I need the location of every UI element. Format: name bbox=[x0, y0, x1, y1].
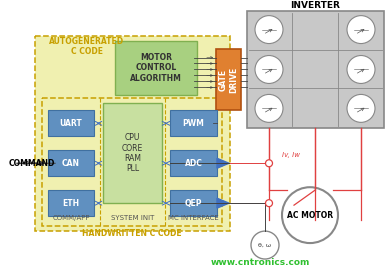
Text: MC INTERFACE: MC INTERFACE bbox=[168, 215, 219, 221]
Text: CPU
CORE
RAM
PLL: CPU CORE RAM PLL bbox=[122, 133, 143, 173]
Text: AUTOGENERATED
C CODE: AUTOGENERATED C CODE bbox=[49, 37, 125, 56]
Text: ADC: ADC bbox=[185, 159, 202, 168]
Bar bbox=[103, 103, 162, 203]
Text: ETH: ETH bbox=[62, 199, 80, 208]
Bar bbox=[42, 98, 222, 226]
Circle shape bbox=[255, 56, 283, 83]
Bar bbox=[48, 110, 94, 136]
Text: SYSTEM INIT: SYSTEM INIT bbox=[111, 215, 154, 221]
Bar bbox=[48, 190, 94, 216]
Text: CAN: CAN bbox=[62, 159, 80, 168]
Bar bbox=[170, 110, 217, 136]
Bar bbox=[170, 150, 217, 176]
Bar bbox=[170, 190, 217, 216]
Text: AC MOTOR: AC MOTOR bbox=[287, 211, 333, 220]
Text: COMMAND: COMMAND bbox=[9, 159, 55, 168]
Circle shape bbox=[347, 56, 375, 83]
Text: QEP: QEP bbox=[185, 199, 202, 208]
Text: PWM: PWM bbox=[183, 119, 205, 128]
Bar bbox=[247, 11, 384, 128]
Bar bbox=[115, 40, 197, 95]
Bar bbox=[35, 36, 230, 231]
Circle shape bbox=[347, 16, 375, 43]
Circle shape bbox=[255, 16, 283, 43]
Circle shape bbox=[255, 94, 283, 122]
Text: θ, ω: θ, ω bbox=[258, 242, 272, 248]
Bar bbox=[216, 49, 241, 110]
Text: www.cntronics.com: www.cntronics.com bbox=[211, 258, 310, 266]
Polygon shape bbox=[217, 158, 229, 168]
Text: COMM/APP: COMM/APP bbox=[52, 215, 90, 221]
Circle shape bbox=[265, 200, 272, 207]
Circle shape bbox=[347, 94, 375, 122]
Text: INVERTER: INVERTER bbox=[290, 1, 340, 10]
Circle shape bbox=[265, 160, 272, 167]
Text: Iv, Iw: Iv, Iw bbox=[282, 152, 300, 158]
Polygon shape bbox=[217, 198, 229, 208]
Text: HANDWRITTEN C CODE: HANDWRITTEN C CODE bbox=[82, 229, 182, 238]
Circle shape bbox=[251, 231, 279, 259]
Text: MOTOR
CONTROL
ALGORITHM: MOTOR CONTROL ALGORITHM bbox=[130, 53, 182, 83]
Circle shape bbox=[282, 187, 338, 243]
Text: UART: UART bbox=[60, 119, 82, 128]
Bar bbox=[48, 150, 94, 176]
Text: GATE
DRIVE: GATE DRIVE bbox=[219, 66, 238, 93]
